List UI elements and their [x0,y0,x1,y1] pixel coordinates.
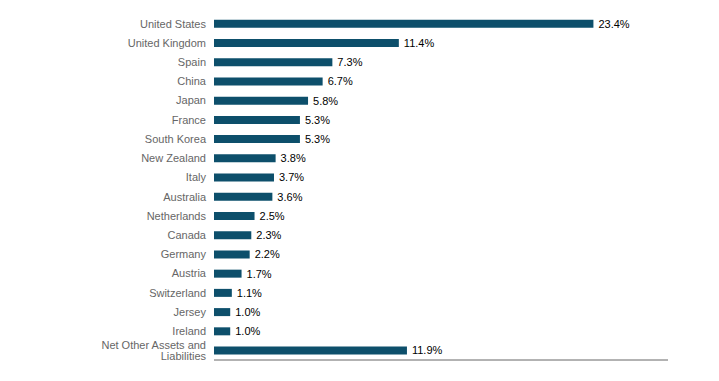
svg-text:United States: United States [140,18,207,30]
svg-text:China: China [177,75,207,87]
svg-text:2.5%: 2.5% [260,210,285,222]
svg-text:5.3%: 5.3% [305,114,330,126]
svg-text:Switzerland: Switzerland [149,287,206,299]
svg-text:7.3%: 7.3% [337,56,362,68]
svg-text:Italy: Italy [186,171,207,183]
svg-text:Spain: Spain [178,56,206,68]
svg-text:Australia: Australia [163,191,207,203]
svg-text:South Korea: South Korea [145,133,207,145]
svg-text:Japan: Japan [176,94,206,106]
svg-text:2.2%: 2.2% [255,248,280,260]
svg-text:Germany: Germany [161,248,207,260]
svg-text:Austria: Austria [172,267,207,279]
svg-text:1.0%: 1.0% [235,306,260,318]
svg-text:3.6%: 3.6% [277,191,302,203]
svg-text:5.3%: 5.3% [305,133,330,145]
svg-text:Canada: Canada [167,229,206,241]
svg-text:France: France [172,114,206,126]
svg-text:1.0%: 1.0% [235,325,260,337]
svg-text:11.9%: 11.9% [412,344,443,356]
svg-text:11.4%: 11.4% [404,37,435,49]
svg-text:New Zealand: New Zealand [141,152,206,164]
svg-text:3.7%: 3.7% [279,171,304,183]
svg-text:Ireland: Ireland [172,325,206,337]
svg-text:6.7%: 6.7% [328,75,353,87]
svg-text:23.4%: 23.4% [598,18,629,30]
svg-text:United Kingdom: United Kingdom [128,37,206,49]
svg-text:5.8%: 5.8% [313,95,338,107]
svg-text:Jersey: Jersey [174,306,207,318]
svg-text:3.8%: 3.8% [281,152,306,164]
svg-text:1.7%: 1.7% [247,268,272,280]
svg-text:1.1%: 1.1% [237,287,262,299]
svg-text:Net Other Assets andLiabilitie: Net Other Assets andLiabilities [101,339,206,362]
svg-text:Netherlands: Netherlands [147,210,207,222]
svg-text:2.3%: 2.3% [256,229,281,241]
